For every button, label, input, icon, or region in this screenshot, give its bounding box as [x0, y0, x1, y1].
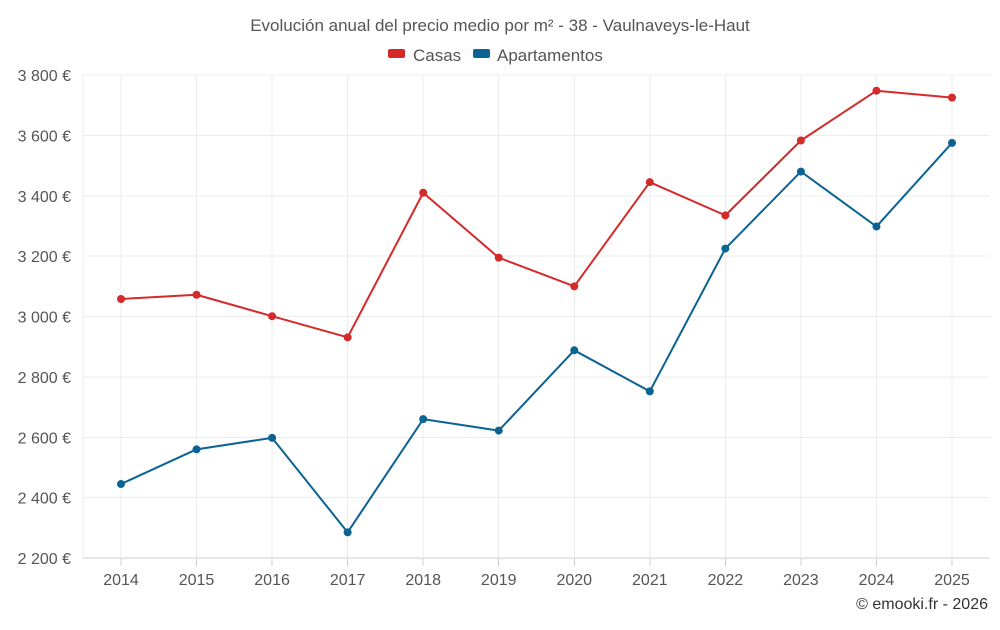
- chart-credit: © emooki.fr - 2026: [856, 596, 988, 613]
- data-point-apartamentos-2021[interactable]: [645, 387, 654, 396]
- x-tick-label-2018: 2018: [405, 572, 441, 589]
- y-axis-ticks: 3 800 € 3 600 € 3 400 € 3 200 € 3 000 € 2 800…: [18, 68, 71, 568]
- legend-label-apartamentos[interactable]: Apartamentos: [497, 46, 603, 65]
- y-tick-label-3600: 3 600 €: [18, 128, 71, 145]
- legend-swatch-apartamentos[interactable]: [473, 49, 490, 58]
- data-point-casas-2025[interactable]: [948, 93, 956, 102]
- legend-label-casas[interactable]: Casas: [413, 46, 461, 65]
- x-tick-label-2019: 2019: [481, 572, 517, 589]
- x-tick-label-2021: 2021: [632, 572, 668, 589]
- data-point-casas-2016[interactable]: [268, 312, 277, 321]
- x-tick-label-2022: 2022: [708, 572, 744, 589]
- data-point-apartamentos-2015[interactable]: [192, 445, 201, 454]
- series-casas: [117, 86, 956, 342]
- data-point-casas-2017[interactable]: [343, 333, 352, 342]
- x-tick-label-2016: 2016: [254, 572, 290, 589]
- data-point-apartamentos-2024[interactable]: [872, 222, 881, 231]
- data-point-casas-2014[interactable]: [117, 294, 125, 303]
- series-apartamentos: [117, 138, 956, 537]
- data-point-casas-2024[interactable]: [872, 86, 881, 95]
- data-point-apartamentos-2019[interactable]: [494, 426, 503, 435]
- data-point-apartamentos-2018[interactable]: [419, 415, 428, 424]
- series-layer: [117, 86, 956, 537]
- x-tick-label-2020: 2020: [556, 572, 592, 589]
- y-tick-label-3400: 3 400 €: [18, 189, 71, 206]
- data-point-casas-2020[interactable]: [570, 282, 579, 291]
- y-tick-label-3000: 3 000 €: [18, 310, 71, 327]
- data-point-apartamentos-2014[interactable]: [117, 480, 125, 489]
- data-point-apartamentos-2017[interactable]: [343, 528, 352, 537]
- y-tick-label-2800: 2 800 €: [18, 370, 71, 387]
- data-point-apartamentos-2023[interactable]: [796, 167, 805, 176]
- y-tick-label-3200: 3 200 €: [18, 249, 71, 266]
- data-point-apartamentos-2016[interactable]: [268, 433, 277, 442]
- x-tick-label-2024: 2024: [859, 572, 895, 589]
- x-tick-label-2014: 2014: [103, 572, 139, 589]
- data-point-apartamentos-2025[interactable]: [948, 138, 956, 147]
- x-axis-ticks: 2014 2015 2016 2017 2018 2019 2020 2021 2022 2023…: [103, 572, 970, 589]
- data-point-apartamentos-2020[interactable]: [570, 346, 579, 355]
- data-point-casas-2019[interactable]: [494, 253, 503, 262]
- series-line-apartamentos: [120, 141, 953, 534]
- chart-title: Evolución anual del precio medio por m² …: [250, 16, 750, 35]
- series-line-casas: [120, 89, 953, 339]
- x-tick-label-2015: 2015: [179, 572, 215, 589]
- grid-lines: [83, 74, 990, 559]
- chart-legend: Casas Apartamentos: [388, 46, 603, 65]
- y-tick-label-2600: 2 600 €: [18, 430, 71, 447]
- data-point-casas-2021[interactable]: [645, 178, 654, 187]
- axes: [82, 75, 953, 566]
- y-tick-label-3800: 3 800 €: [18, 68, 71, 85]
- x-tick-label-2023: 2023: [783, 572, 819, 589]
- y-tick-label-2200: 2 200 €: [18, 551, 71, 568]
- data-point-casas-2023[interactable]: [796, 136, 805, 145]
- data-point-casas-2018[interactable]: [419, 188, 428, 197]
- data-point-apartamentos-2022[interactable]: [721, 244, 730, 253]
- x-tick-label-2025: 2025: [934, 572, 970, 589]
- data-point-casas-2022[interactable]: [721, 211, 730, 220]
- legend-swatch-casas[interactable]: [388, 49, 405, 58]
- y-tick-label-2400: 2 400 €: [18, 491, 71, 508]
- data-point-casas-2015[interactable]: [192, 290, 201, 299]
- x-tick-label-2017: 2017: [330, 572, 366, 589]
